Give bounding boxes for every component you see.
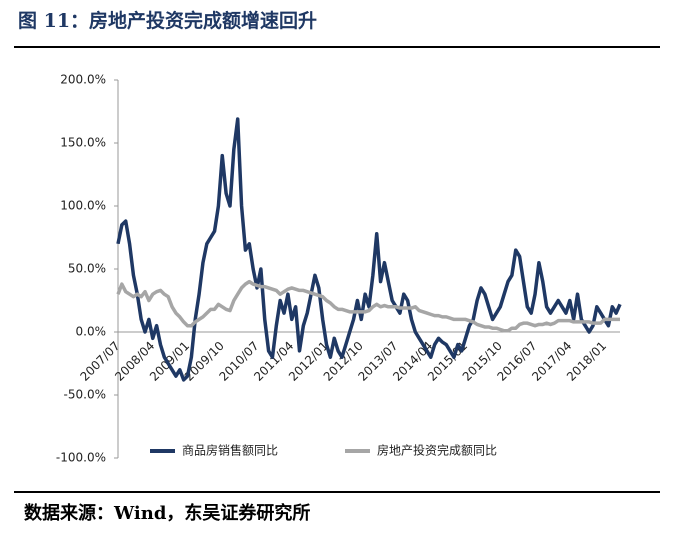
legend-label: 房地产投资完成额同比 xyxy=(377,443,497,458)
y-tick-label: 50.0% xyxy=(68,262,106,276)
series-line xyxy=(116,279,620,333)
series-line xyxy=(116,117,622,382)
legend-label: 商品房销售额同比 xyxy=(182,443,278,458)
figure-title: 图 11：房地产投资完成额增速回升 xyxy=(18,9,317,32)
y-tick-label: -50.0% xyxy=(64,388,106,402)
y-tick-label: 200.0% xyxy=(60,73,106,87)
y-tick-label: 100.0% xyxy=(60,199,106,213)
source: 数据来源：Wind，东吴证券研究所 xyxy=(24,502,310,524)
y-tick-label: -100.0% xyxy=(56,451,106,465)
y-tick-label: 0.0% xyxy=(76,325,107,339)
y-tick-label: 150.0% xyxy=(60,136,106,150)
